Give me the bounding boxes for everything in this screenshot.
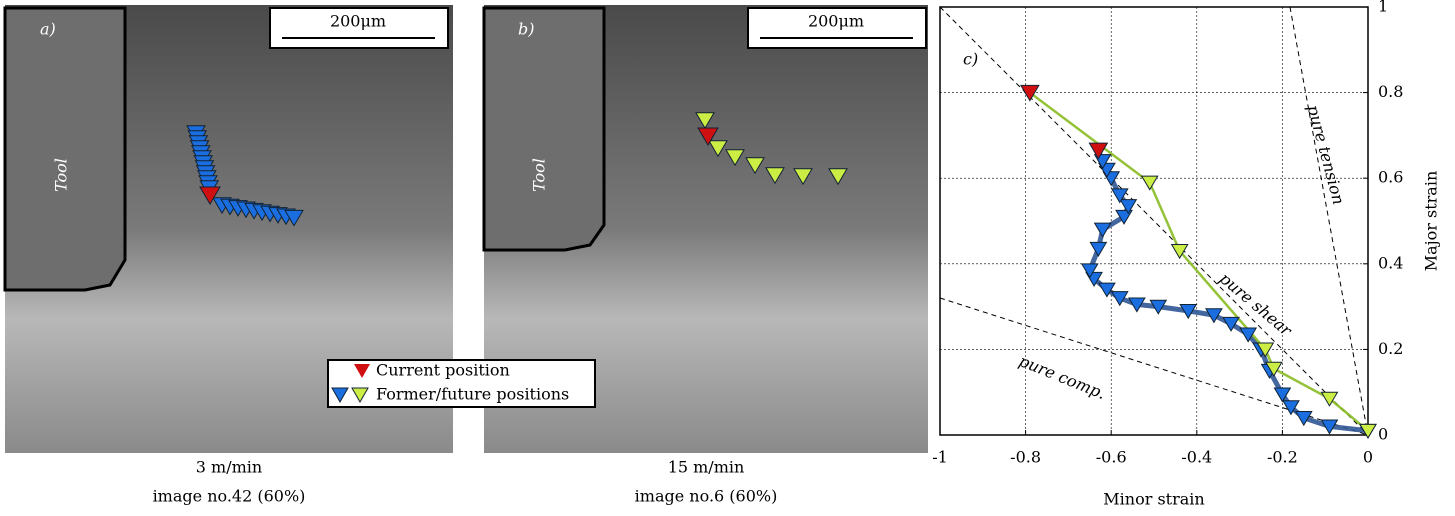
x-tick-label: -1 [932,448,948,467]
scale-label: 200μm [808,12,864,31]
point-marker [1110,291,1129,307]
point-marker [1282,400,1300,416]
caption: image no.42 (60%) [153,487,306,506]
legend-box [327,359,596,408]
point-marker [1140,175,1159,191]
tool-label: Tool [530,158,549,192]
point-marker [1149,299,1168,315]
x-tick-label: -0.6 [1096,448,1127,467]
point-marker [1093,222,1112,238]
legend-marker [351,387,369,404]
point-marker [1264,361,1283,377]
point-marker [1256,342,1275,358]
y-tick-label: 1 [1378,0,1388,16]
point-marker [1239,327,1258,343]
point-marker [1119,199,1138,215]
image-marker [199,186,221,205]
point-marker [1098,282,1116,298]
point-marker [1128,297,1146,313]
panel-label: a) [40,20,56,39]
y-tick-label: 0.8 [1378,82,1403,101]
point-marker [1294,410,1313,427]
y-axis-label: Major strain [1422,171,1441,272]
legend-marker [331,387,349,404]
x-tick-label: -0.2 [1267,448,1298,467]
point-marker [1179,303,1198,320]
image-marker [828,168,848,186]
y-tick-label: 0 [1378,425,1388,444]
image-marker [695,112,715,130]
x-tick-label: -0.8 [1010,448,1041,467]
reference-line [939,6,1369,436]
scale-box [747,7,927,49]
legend-label: Former/future positions [376,385,569,404]
y-tick-label: 0.6 [1378,168,1403,187]
point-marker [1359,423,1377,439]
point-marker [1088,142,1109,160]
image-markers [186,112,848,227]
point-marker [1020,84,1040,102]
y-tick-label: 0.2 [1378,339,1403,358]
point-marker [1080,263,1099,279]
y-tick-label: 0.4 [1378,253,1403,272]
tool-label: Tool [52,158,71,192]
scale-label: 200μm [330,12,386,31]
caption: image no.6 (60%) [635,487,778,506]
x-tick-label: 0 [1363,448,1373,467]
tool-shape [482,6,606,252]
image-marker [725,149,745,167]
image-marker [708,140,728,158]
caption: 3 m/min [196,458,262,477]
caption: 15 m/min [668,458,745,477]
reference-line [939,297,1369,436]
image-marker [745,157,765,175]
point-marker [1320,419,1339,435]
reference-line [1289,6,1369,436]
image-marker [793,168,813,186]
image-marker [284,209,304,227]
point-marker [1205,308,1223,324]
point-marker [1110,188,1129,204]
x-tick-label: -0.4 [1181,448,1212,467]
point-marker [1089,241,1108,258]
legend-label: Current position [376,361,510,380]
panel-label: c) [963,50,978,69]
scale-box [269,7,449,49]
panel-label: b) [518,20,534,39]
point-marker [1273,387,1292,403]
point-marker [1320,391,1339,407]
point-marker [1170,244,1189,260]
x-axis-label: Minor strain [1103,490,1204,509]
tool-shape [3,6,127,292]
point-marker [1222,316,1240,332]
image-marker [697,127,719,146]
chart: pure tension pure shear pure comp. c) Mi… [932,0,1440,509]
legend-marker [354,364,370,378]
image-marker [765,167,785,185]
